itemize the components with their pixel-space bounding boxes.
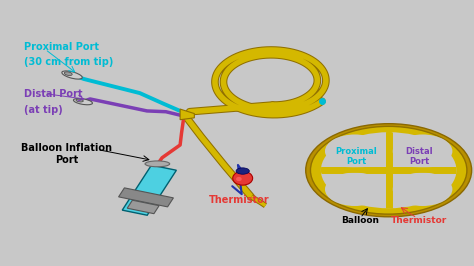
Circle shape	[325, 173, 384, 206]
Text: (30 cm from tip): (30 cm from tip)	[24, 57, 113, 67]
Ellipse shape	[145, 161, 170, 167]
Ellipse shape	[76, 99, 83, 102]
Text: Distal
Port: Distal Port	[406, 147, 433, 166]
Text: Proximal Port: Proximal Port	[24, 41, 99, 52]
Ellipse shape	[236, 168, 249, 174]
Text: Thermistor: Thermistor	[392, 216, 447, 225]
Ellipse shape	[236, 177, 242, 181]
Ellipse shape	[64, 72, 72, 76]
Circle shape	[321, 132, 456, 208]
Polygon shape	[127, 200, 159, 214]
Polygon shape	[118, 188, 173, 207]
Circle shape	[325, 135, 384, 168]
Circle shape	[393, 173, 452, 206]
Polygon shape	[180, 109, 194, 120]
Circle shape	[306, 124, 472, 217]
Ellipse shape	[62, 71, 82, 79]
Circle shape	[393, 135, 452, 168]
Text: (at tip): (at tip)	[24, 105, 63, 115]
Text: Proximal
Port: Proximal Port	[336, 147, 377, 166]
Circle shape	[310, 126, 467, 214]
Ellipse shape	[73, 98, 92, 105]
Text: Distal Port: Distal Port	[24, 89, 82, 99]
Text: Balloon Inflation
Port: Balloon Inflation Port	[21, 143, 112, 165]
Ellipse shape	[233, 171, 253, 185]
Text: Thermistor: Thermistor	[209, 195, 270, 205]
Polygon shape	[122, 165, 176, 215]
Text: Balloon: Balloon	[341, 216, 379, 225]
